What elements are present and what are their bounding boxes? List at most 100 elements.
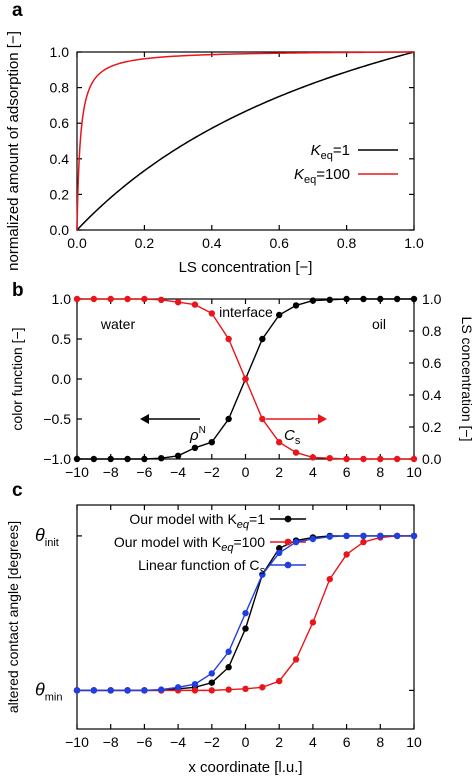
y2-tick-label: 0.2	[422, 419, 442, 435]
data-point	[90, 455, 98, 463]
data-point	[191, 681, 199, 688]
y-axis-label: color function [−]	[9, 327, 25, 430]
annotation-interface: interface	[219, 304, 273, 320]
data-point	[158, 296, 165, 303]
data-point	[393, 532, 401, 540]
legend-label: Linear function of Cs	[138, 557, 265, 577]
data-point	[276, 311, 283, 319]
data-point	[326, 575, 333, 583]
data-point	[174, 684, 182, 691]
y-tick-label: −0.5	[43, 411, 71, 427]
y-tick-label: 0.8	[50, 80, 70, 96]
data-point	[360, 295, 367, 303]
legend-label: Our model with Keq=1	[129, 511, 265, 531]
y-tick-label: 0.2	[50, 186, 70, 202]
y2-tick-label: 0.0	[422, 451, 442, 467]
data-point	[208, 670, 215, 677]
data-point	[208, 679, 215, 686]
data-point	[174, 452, 182, 459]
x-tick-label: 0	[242, 464, 250, 480]
data-point	[360, 532, 367, 540]
x-tick-label: 2	[275, 734, 283, 750]
data-point	[225, 686, 232, 693]
data-point	[309, 619, 317, 626]
x-tick-label: −8	[103, 464, 119, 480]
y-tick-label: θinit	[35, 525, 59, 549]
y-tick-label: 0.4	[50, 151, 70, 167]
x-tick-label: −4	[170, 734, 186, 750]
data-point	[259, 335, 266, 343]
data-point	[276, 549, 283, 557]
series-line	[76, 51, 415, 231]
y-axis-label: normalized amount of adsorption [−]	[5, 31, 22, 271]
data-point	[276, 545, 283, 552]
data-point	[326, 533, 333, 540]
data-point	[410, 532, 418, 540]
data-point	[410, 455, 418, 463]
x-tick-label: 0.4	[202, 235, 222, 251]
data-point	[292, 538, 300, 546]
data-point	[73, 455, 81, 463]
series-line	[76, 51, 415, 231]
data-point	[410, 295, 418, 303]
x-tick-label: −10	[65, 734, 89, 750]
data-point	[191, 301, 199, 308]
data-point	[242, 609, 249, 617]
x-tick-label: −8	[103, 734, 119, 750]
y-tick-label: 0.6	[50, 115, 70, 131]
panel-c-label: c	[12, 480, 23, 501]
y-tick-label: −1.0	[43, 451, 71, 467]
annotation-oil: oil	[372, 316, 386, 332]
legend-marker	[284, 538, 292, 546]
legend-marker	[284, 561, 292, 569]
data-point	[259, 684, 266, 691]
x-tick-label: 10	[406, 464, 422, 480]
data-point	[276, 677, 283, 685]
x-tick-label: 6	[343, 734, 351, 750]
legend-marker	[284, 515, 292, 523]
data-point	[292, 449, 300, 456]
y-tick-label: 0.5	[52, 331, 72, 347]
data-point	[242, 625, 249, 632]
data-point	[377, 295, 384, 303]
y-tick-label: 1.0	[50, 44, 70, 60]
y2-axis-label: LS concentration [−]	[459, 317, 474, 442]
data-point	[124, 295, 131, 303]
data-point	[158, 455, 165, 462]
data-point	[158, 686, 165, 693]
data-point	[343, 295, 350, 303]
data-point	[141, 455, 148, 463]
x-tick-label: −4	[170, 464, 186, 480]
data-point	[259, 415, 266, 423]
data-point	[191, 687, 199, 694]
data-point	[276, 439, 283, 446]
y2-tick-label: 0.8	[422, 323, 442, 339]
arrow-label-cs: Cs	[284, 427, 301, 447]
data-point	[225, 335, 232, 343]
arrowhead-rho	[140, 414, 149, 424]
x-tick-label: −6	[136, 734, 152, 750]
data-point	[124, 687, 131, 694]
data-point	[73, 295, 81, 303]
data-point	[343, 455, 350, 463]
y2-tick-label: 1.0	[422, 291, 442, 307]
data-point	[107, 455, 114, 463]
y-tick-label: 0.0	[50, 222, 70, 238]
arrowhead-cs	[318, 414, 327, 424]
y2-tick-label: 0.6	[422, 355, 442, 371]
x-tick-label: 1.0	[404, 235, 424, 251]
arrow-label-rho: ρN	[189, 425, 206, 444]
data-point	[90, 687, 98, 694]
annotation-water: water	[100, 316, 136, 332]
data-point	[208, 310, 215, 317]
y-axis-label: altered contact angle [degrees]	[5, 521, 21, 713]
x-tick-label: 10	[406, 734, 422, 750]
data-point	[309, 454, 317, 461]
x-tick-label: 0.2	[135, 235, 155, 251]
x-tick-label: 8	[376, 734, 384, 750]
data-point	[124, 455, 131, 463]
x-tick-label: 6	[343, 464, 351, 480]
data-point	[107, 295, 114, 303]
data-point	[107, 687, 114, 694]
